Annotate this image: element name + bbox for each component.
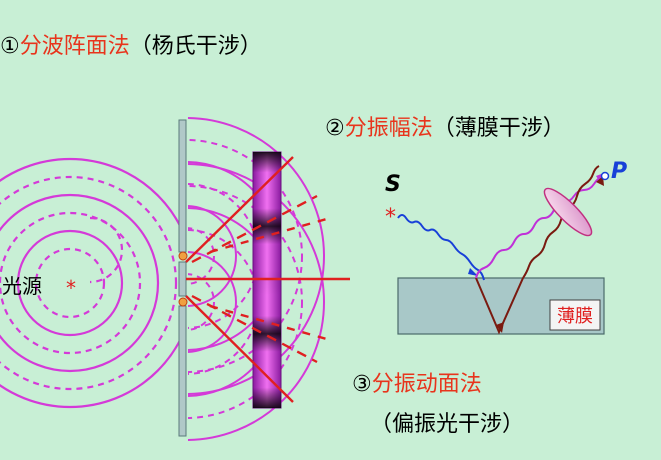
source-star-icon: * [66, 276, 76, 300]
interference-lines [185, 156, 350, 403]
method2-title: ②分振幅法（薄膜干涉） [325, 116, 565, 141]
lens [543, 187, 593, 237]
youngs-double-slit: 光源 * [0, 117, 350, 441]
refracted-ray [475, 277, 524, 335]
slit-2 [178, 297, 188, 307]
slit-1 [178, 251, 188, 261]
light-source-label: 光源 [2, 274, 42, 298]
method1-number: ① [0, 34, 20, 59]
method3-title: ③分振动面法 [352, 372, 482, 397]
reflected-ray-2 [522, 165, 600, 279]
method1-paren: （杨氏干涉） [130, 34, 262, 59]
point-P-label: P [611, 159, 627, 184]
source-S-label: S [385, 172, 401, 197]
reflected-ray-1 [475, 177, 601, 279]
point-P-marker [600, 171, 610, 181]
film-label: 薄膜 [557, 306, 593, 327]
method3-name: 分振动面法 [372, 372, 482, 397]
method2-paren: （薄膜干涉） [433, 116, 565, 141]
method3-number: ③ [352, 372, 372, 397]
incident-ray [397, 214, 485, 281]
method2-number: ② [325, 116, 345, 141]
method1-title: ①分波阵面法（杨氏干涉） [0, 34, 262, 59]
method2-name: 分振幅法 [345, 116, 433, 141]
thin-film-diagram: 薄膜 S * P [385, 159, 627, 335]
barrier-bottom [178, 305, 187, 437]
refracted-arrow-icon [496, 322, 504, 333]
barrier-top [178, 119, 187, 253]
method1-name: 分波阵面法 [20, 34, 130, 59]
film-label-box [549, 299, 601, 331]
S-star-icon: * [385, 205, 396, 230]
source-wavefronts [0, 157, 182, 409]
barrier-middle [178, 261, 187, 297]
method3-paren: （偏振光干涉） [370, 412, 524, 437]
incident-arrow-icon [468, 268, 478, 276]
